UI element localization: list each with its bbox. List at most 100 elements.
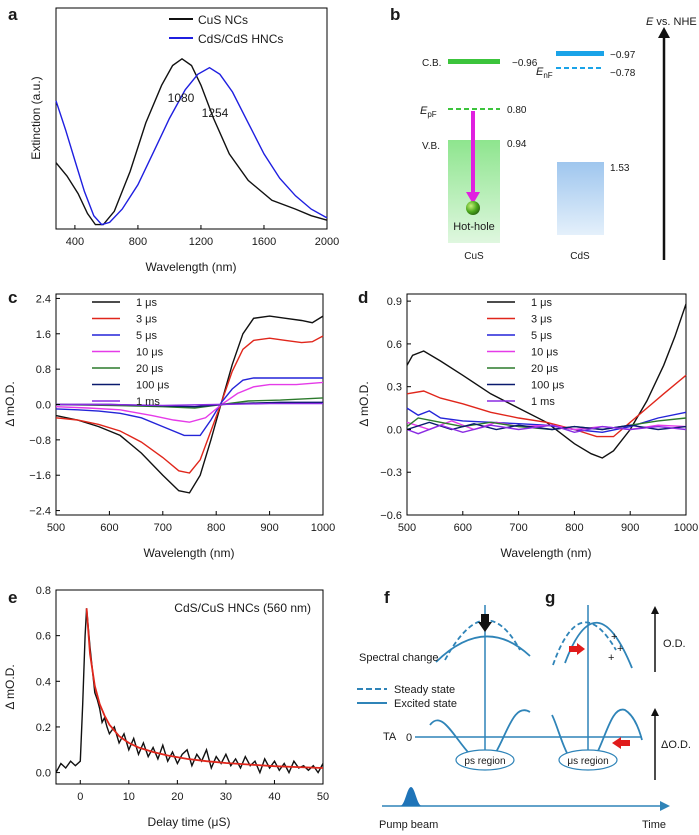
panel-letter-c: c: [8, 288, 17, 307]
xtick-label-c-0: 500: [47, 522, 65, 534]
series-line-a-1: [55, 66, 328, 226]
xtick-label-d-5: 1000: [674, 522, 698, 534]
legend-label-d-0: 1 μs: [531, 297, 553, 309]
f-down-arrow-icon: [478, 622, 492, 632]
legend-label-d-4: 20 μs: [531, 363, 559, 375]
series-line-c-1: [55, 335, 324, 474]
legend-label-steady: Steady state: [394, 684, 455, 696]
enf-label: EnF: [536, 66, 553, 80]
ytick-label-d-3: 0.0: [387, 424, 402, 436]
ps-region-ellipse: [455, 749, 515, 771]
panel-letter-b: b: [390, 5, 400, 24]
panel-c-ylabel: Δ mO.D.: [3, 381, 17, 426]
legend-label-d-5: 100 μs: [531, 380, 565, 392]
ytick-label-d-1: 0.6: [387, 339, 402, 351]
cds-conduction-band: [556, 51, 604, 56]
xtick-label-c-1: 600: [100, 522, 118, 534]
ta-label: TA: [383, 731, 397, 743]
ytick-label-c-4: −0.8: [29, 435, 51, 447]
cds-valence-band: [557, 162, 604, 235]
panel-c-legend: 1 μs 3 μs 5 μs 10 μs 20 μs 100 μs 1 ms: [92, 297, 170, 408]
time-label: Time: [642, 819, 666, 831]
ta-zero-label: 0: [406, 732, 412, 744]
panel-a-series: [55, 57, 328, 226]
panel-a-plot: 400 800 1200 1600 2000 Wavelength (nm) Extin…: [29, 7, 339, 274]
cb-label: C.B.: [422, 58, 441, 69]
xtick-label-a-3: 1600: [252, 236, 276, 248]
panel-c-xlabel: Wavelength (nm): [144, 546, 235, 560]
xtick-label-c-4: 900: [260, 522, 278, 534]
panel-c-series: [55, 315, 324, 494]
series-line-c-3: [55, 381, 324, 423]
g-red-arrow-top-icon: [577, 643, 585, 655]
xtick-label-c-5: 1000: [311, 522, 335, 534]
ytick-label-d-2: 0.3: [387, 382, 402, 394]
xtick-label-d-3: 800: [565, 522, 583, 534]
panel-d-plot: 500 600 700 800 900 10000.90.60.30.0−0.3−0.6 …: [357, 293, 698, 560]
cus-label: CuS: [464, 251, 484, 262]
panel-d-legend: 1 μs 3 μs 5 μs 10 μs 20 μs 100 μs 1 ms: [487, 297, 565, 408]
peak-label-1080: 1080: [168, 91, 195, 105]
spectral-change-label: Spectral change: [359, 652, 439, 664]
f-down-arrow-stem: [481, 614, 489, 623]
panel-a-frame: [55, 7, 328, 230]
value-cds-cb: −0.97: [610, 50, 636, 61]
panel-letter-g: g: [545, 588, 555, 607]
plus-sign-1: +: [611, 631, 617, 643]
series-line-d-1: [406, 374, 687, 438]
legend-label-cds: CdS/CdS HNCs: [198, 32, 283, 46]
xtick-label-a-2: 1200: [189, 236, 213, 248]
ytick-label-e-1: 0.6: [36, 631, 51, 643]
pump-beam-label: Pump beam: [379, 819, 438, 831]
od-label: O.D.: [663, 638, 686, 650]
series-line-c-0: [55, 315, 324, 494]
xtick-label-a-0: 400: [66, 236, 84, 248]
series-line-e-1: [85, 608, 324, 769]
vb-label: V.B.: [422, 141, 440, 152]
legend-label-c-1: 3 μs: [136, 314, 158, 326]
panel-a-ylabel: Extinction (a.u.): [29, 76, 43, 159]
energy-axis-label: E vs. NHE: [646, 16, 697, 28]
xtick-label-e-2: 20: [171, 791, 183, 803]
legend-label-c-3: 10 μs: [136, 347, 164, 359]
ytick-label-e-4: 0.0: [36, 768, 51, 780]
ytick-label-e-2: 0.4: [36, 676, 51, 688]
us-region-ellipse: [558, 749, 618, 771]
panel-letter-a: a: [8, 5, 18, 24]
legend-label-c-0: 1 μs: [136, 297, 158, 309]
ytick-label-c-6: −2.4: [29, 506, 51, 518]
epf-label: EpF: [420, 105, 437, 119]
legend-label-d-2: 5 μs: [531, 330, 553, 342]
value-cus-cb: −0.96: [512, 58, 538, 69]
f-excited-curve: [435, 635, 531, 663]
xtick-label-a-4: 2000: [315, 236, 339, 248]
xtick-label-e-1: 10: [123, 791, 135, 803]
panel-e-ticks: 0 10 20 30 40 50 0.8 0.6 0.4 0.2 0.0: [36, 585, 329, 803]
cds-label: CdS: [570, 251, 590, 262]
g-red-arrow-bottom-stem: [620, 740, 630, 746]
ps-region-label: ps region: [464, 756, 505, 767]
panel-d-ylabel: Δ mO.D.: [357, 381, 371, 426]
xtick-label-e-4: 40: [268, 791, 280, 803]
legend-label-c-6: 1 ms: [136, 396, 160, 408]
xtick-label-d-2: 700: [509, 522, 527, 534]
xtick-label-e-5: 50: [317, 791, 329, 803]
ytick-label-e-0: 0.8: [36, 585, 51, 597]
xtick-label-c-3: 800: [207, 522, 225, 534]
panel-letter-d: d: [358, 288, 368, 307]
value-cds-vb: 1.53: [610, 163, 630, 174]
delta-od-axis-arrow-icon: [651, 708, 659, 716]
g-red-arrow-top-stem: [569, 646, 578, 652]
ytick-label-e-3: 0.2: [36, 722, 51, 734]
panel-e-ylabel: Δ mO.D.: [3, 664, 17, 709]
panel-letter-e: e: [8, 588, 17, 607]
xtick-label-e-0: 0: [77, 791, 83, 803]
panel-d-xlabel: Wavelength (nm): [501, 546, 592, 560]
cus-conduction-band: [448, 59, 500, 64]
panel-e-frame: [55, 589, 324, 785]
panel-a-xlabel: Wavelength (nm): [146, 260, 237, 274]
legend-label-d-1: 3 μs: [531, 314, 553, 326]
panel-letter-f: f: [384, 588, 390, 607]
series-line-c-6: [56, 402, 323, 407]
